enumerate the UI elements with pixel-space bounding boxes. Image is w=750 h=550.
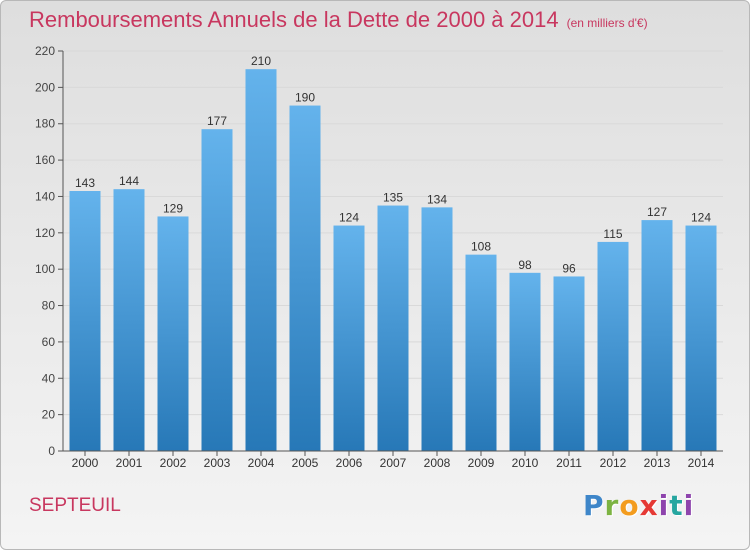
bar-2010 (509, 272, 541, 451)
bar-value-label: 98 (518, 258, 532, 272)
y-tick-label: 80 (42, 299, 56, 313)
y-tick-label: 60 (42, 335, 56, 349)
x-tick-label: 2006 (336, 456, 363, 470)
bar-value-label: 127 (647, 205, 667, 219)
x-tick-label: 2010 (512, 456, 539, 470)
bar-value-label: 115 (603, 227, 622, 241)
chart-title-unit: (en milliers d'€) (566, 16, 648, 30)
commune-name: SEPTEUIL (29, 495, 121, 516)
bar-2013 (641, 220, 673, 451)
y-tick-label: 120 (35, 226, 55, 240)
x-tick-label: 2000 (72, 456, 99, 470)
y-tick-label: 220 (35, 44, 55, 58)
y-tick-label: 200 (35, 80, 55, 94)
bar-value-label: 108 (471, 240, 491, 254)
x-tick-label: 2011 (556, 456, 582, 470)
bar-value-label: 144 (119, 174, 139, 188)
x-tick-label: 2009 (468, 456, 495, 470)
bar-2005 (289, 105, 321, 451)
bar-2007 (377, 205, 409, 451)
bar-value-label: 190 (295, 91, 315, 105)
x-tick-label: 2007 (380, 456, 407, 470)
bar-2004 (245, 69, 277, 451)
x-tick-label: 2002 (160, 456, 187, 470)
x-axis: 2000 2001 2002 2003 2004 2005 2006 2007 2008 2009… (63, 450, 723, 470)
bar-2014 (685, 225, 717, 451)
x-tick-label: 2013 (644, 456, 671, 470)
x-tick-label: 2003 (204, 456, 231, 470)
y-tick-label: 180 (35, 117, 55, 131)
bar-2002 (157, 216, 189, 451)
x-tick-label: 2005 (292, 456, 319, 470)
bar-value-label: 134 (427, 192, 447, 206)
y-tick-label: 40 (42, 371, 56, 385)
bar-2011 (553, 276, 585, 451)
bar-2006 (333, 225, 365, 451)
x-tick-label: 2008 (424, 456, 451, 470)
y-tick-label: 0 (48, 444, 55, 458)
x-tick-label: 2014 (688, 456, 715, 470)
bar-value-label: 124 (691, 211, 711, 225)
bar-value-label: 135 (383, 191, 403, 205)
bars: 143 144 129 177 210 190 124 135 134 108 98 96 115 127… (69, 54, 717, 451)
bar-2003 (201, 129, 233, 451)
chart-title-main: Remboursements Annuels de la Dette de 20… (29, 7, 559, 32)
bar-value-label: 124 (339, 211, 359, 225)
y-tick-label: 100 (35, 262, 55, 276)
bar-2008 (421, 207, 453, 451)
y-tick-label: 140 (35, 189, 55, 203)
y-axis: 0 20 40 60 80 100 120 140 160 180 200 220 (35, 44, 64, 458)
y-tick-label: 160 (35, 153, 55, 167)
x-tick-label: 2004 (248, 456, 275, 470)
proxiti-logo[interactable]: Proxiti (583, 489, 695, 522)
x-tick-label: 2012 (600, 456, 627, 470)
bar-value-label: 129 (163, 201, 183, 215)
y-tick-label: 20 (42, 408, 56, 422)
bar-2009 (465, 254, 497, 451)
x-tick-label: 2001 (116, 456, 143, 470)
bar-value-label: 143 (75, 176, 95, 190)
bar-2012 (597, 241, 629, 451)
bar-value-label: 210 (251, 54, 271, 68)
bar-value-label: 96 (562, 261, 576, 275)
bar-value-label: 177 (207, 114, 227, 128)
bar-2001 (113, 189, 145, 451)
bar-2000 (69, 191, 101, 451)
chart-title: Remboursements Annuels de la Dette de 20… (29, 7, 648, 33)
